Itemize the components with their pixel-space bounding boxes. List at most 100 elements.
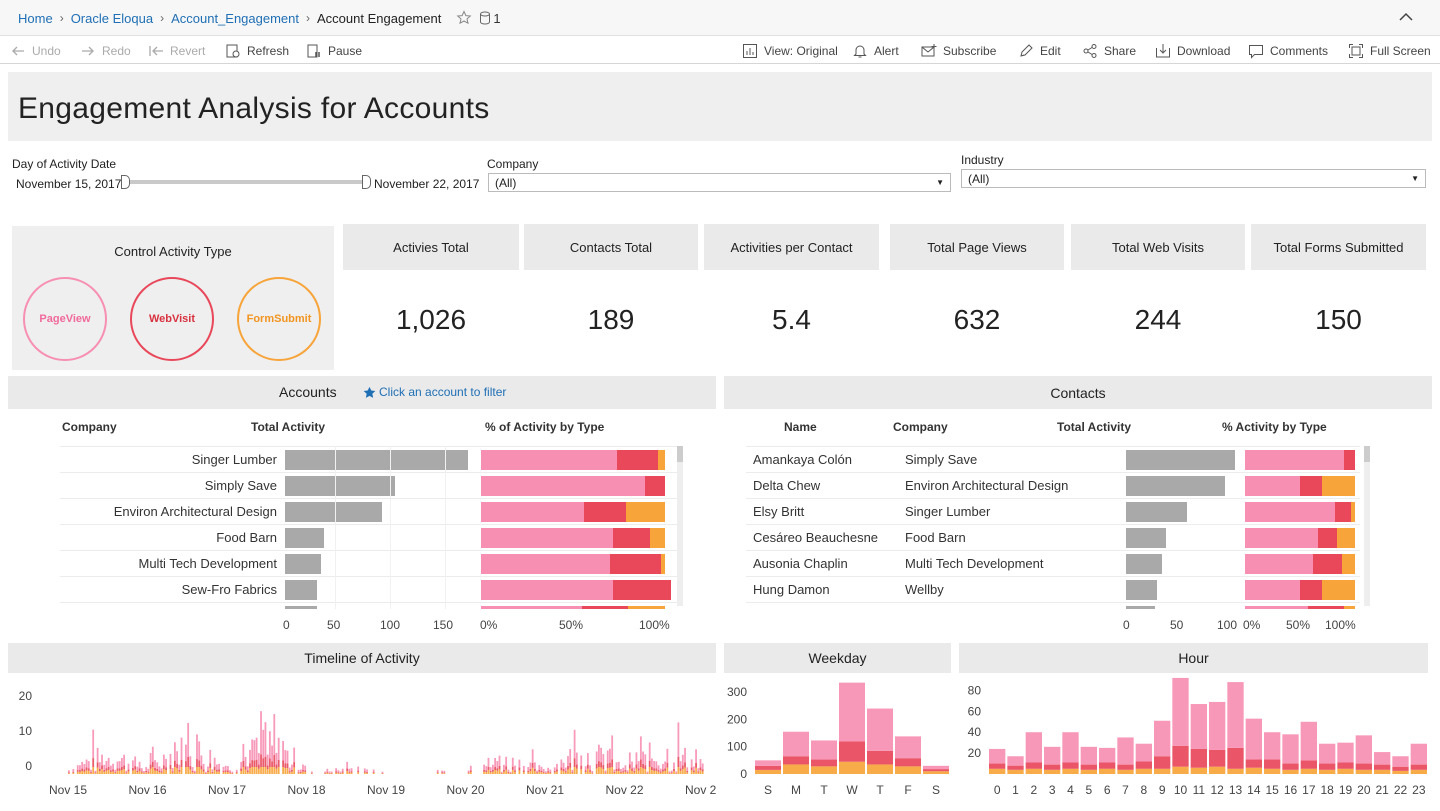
accounts-scrollbar[interactable] <box>677 446 683 606</box>
bar-pageview[interactable] <box>1392 756 1409 767</box>
bar-pageview[interactable] <box>1300 721 1317 761</box>
bar-formsubmit[interactable] <box>1117 769 1134 774</box>
bar-pageview[interactable] <box>1337 742 1354 763</box>
bar-webvisit[interactable] <box>1062 762 1079 769</box>
table-row[interactable]: Ausonia Chaplin Multi Tech Development <box>746 550 1360 576</box>
bar-webvisit[interactable] <box>1319 763 1336 770</box>
bar-formsubmit[interactable] <box>989 768 1006 774</box>
pageview-toggle[interactable]: PageView <box>23 277 107 361</box>
edit-button[interactable]: Edit <box>1018 42 1061 60</box>
bar-pageview[interactable] <box>989 748 1006 764</box>
table-row[interactable]: Simply Save <box>60 472 680 498</box>
bar-formsubmit[interactable] <box>923 771 949 774</box>
bar-formsubmit[interactable] <box>1282 769 1299 774</box>
date-start-handle[interactable] <box>121 175 130 189</box>
bar-formsubmit[interactable] <box>1300 768 1317 774</box>
bar-pageview[interactable] <box>1172 677 1189 746</box>
company-filter-select[interactable]: (All) ▼ <box>488 173 951 192</box>
bar-pageview[interactable] <box>867 708 893 751</box>
table-row[interactable]: Cesáreo Beauchesne Food Barn <box>746 524 1360 550</box>
bar-webvisit[interactable] <box>1264 759 1281 769</box>
bar-formsubmit[interactable] <box>895 766 921 774</box>
bar-formsubmit[interactable] <box>1392 770 1409 774</box>
bar-formsubmit[interactable] <box>1135 768 1152 774</box>
table-row[interactable]: Food Barn <box>60 524 680 550</box>
table-row[interactable]: Environ Architectural Design <box>60 498 680 524</box>
bar-webvisit[interactable] <box>1410 764 1427 770</box>
full-screen-button[interactable]: Full Screen <box>1348 42 1431 60</box>
bar-webvisit[interactable] <box>1337 762 1354 769</box>
bar-pageview[interactable] <box>1282 734 1299 764</box>
bar-pageview[interactable] <box>755 760 781 766</box>
breadcrumb-oracle-eloqua[interactable]: Oracle Eloqua <box>70 10 154 26</box>
bar-pageview[interactable] <box>895 736 921 759</box>
bar-pageview[interactable] <box>1007 756 1024 766</box>
bar-formsubmit[interactable] <box>1080 769 1097 774</box>
contacts-scroll-thumb[interactable] <box>1364 446 1370 462</box>
bar-formsubmit[interactable] <box>1227 768 1244 774</box>
bar-webvisit[interactable] <box>1209 749 1226 767</box>
bar-webvisit[interactable] <box>755 765 781 770</box>
favorite-star-icon[interactable] <box>456 10 472 26</box>
datasource-icon[interactable] <box>479 11 491 25</box>
bar-webvisit[interactable] <box>1172 745 1189 767</box>
bar-formsubmit[interactable] <box>1374 769 1391 774</box>
table-row[interactable]: Amankaya Colón Simply Save <box>746 446 1360 472</box>
bar-webvisit[interactable] <box>923 769 949 772</box>
bar-pageview[interactable] <box>783 731 809 757</box>
bar-pageview[interactable] <box>1062 732 1079 763</box>
bar-formsubmit[interactable] <box>1062 768 1079 774</box>
table-row[interactable]: Hung Damon Wellby <box>746 576 1360 602</box>
bar-pageview[interactable] <box>1154 720 1171 757</box>
redo-button[interactable]: Redo <box>80 42 131 60</box>
bar-formsubmit[interactable] <box>1190 767 1207 774</box>
table-row[interactable]: Elsy Britt Singer Lumber <box>746 498 1360 524</box>
date-end-handle[interactable] <box>362 175 371 189</box>
bar-formsubmit[interactable] <box>867 764 893 774</box>
bar-formsubmit[interactable] <box>1172 766 1189 774</box>
bar-pageview[interactable] <box>1080 746 1097 765</box>
bar-webvisit[interactable] <box>783 756 809 765</box>
collapse-chevron-icon[interactable] <box>1398 11 1414 23</box>
formsubmit-toggle[interactable]: FormSubmit <box>237 277 321 361</box>
date-range-slider[interactable] <box>124 180 368 184</box>
bar-formsubmit[interactable] <box>1355 769 1372 774</box>
bar-formsubmit[interactable] <box>755 769 781 774</box>
bar-pageview[interactable] <box>923 765 949 770</box>
bar-formsubmit[interactable] <box>1007 769 1024 774</box>
bar-formsubmit[interactable] <box>1319 769 1336 774</box>
download-button[interactable]: Download <box>1155 42 1230 60</box>
bar-formsubmit[interactable] <box>811 766 837 774</box>
view-original-button[interactable]: View: Original <box>742 42 838 60</box>
bar-formsubmit[interactable] <box>1264 768 1281 774</box>
bar-webvisit[interactable] <box>1282 763 1299 770</box>
table-row[interactable]: Delta Chew Environ Architectural Design <box>746 472 1360 498</box>
bar-webvisit[interactable] <box>839 741 865 762</box>
table-row[interactable]: Multi Tech Development <box>60 550 680 576</box>
table-row[interactable]: Wellby <box>60 602 680 609</box>
bar-formsubmit[interactable] <box>839 761 865 774</box>
refresh-button[interactable]: Refresh <box>225 42 289 60</box>
bar-webvisit[interactable] <box>867 750 893 765</box>
account-filter-hint[interactable]: Click an account to filter <box>363 385 506 399</box>
bar-pageview[interactable] <box>1044 746 1061 765</box>
bar-webvisit[interactable] <box>1374 764 1391 770</box>
bar-formsubmit[interactable] <box>1099 768 1116 774</box>
bar-webvisit[interactable] <box>1080 764 1097 770</box>
bar-webvisit[interactable] <box>989 763 1006 769</box>
industry-filter-select[interactable]: (All) ▼ <box>961 169 1426 188</box>
bar-webvisit[interactable] <box>1117 764 1134 770</box>
bar-webvisit[interactable] <box>1135 761 1152 769</box>
bar-pageview[interactable] <box>1355 735 1372 764</box>
bar-pageview[interactable] <box>839 682 865 742</box>
bar-pageview[interactable] <box>1319 743 1336 764</box>
bar-pageview[interactable] <box>1025 732 1042 763</box>
bar-webvisit[interactable] <box>1025 762 1042 769</box>
comments-button[interactable]: Comments <box>1248 42 1328 60</box>
bar-formsubmit[interactable] <box>1410 769 1427 774</box>
bar-webvisit[interactable] <box>1392 766 1409 771</box>
bar-pageview[interactable] <box>1245 718 1262 760</box>
bar-webvisit[interactable] <box>895 758 921 767</box>
contacts-scrollbar[interactable] <box>1364 446 1370 606</box>
bar-pageview[interactable] <box>1117 737 1134 765</box>
